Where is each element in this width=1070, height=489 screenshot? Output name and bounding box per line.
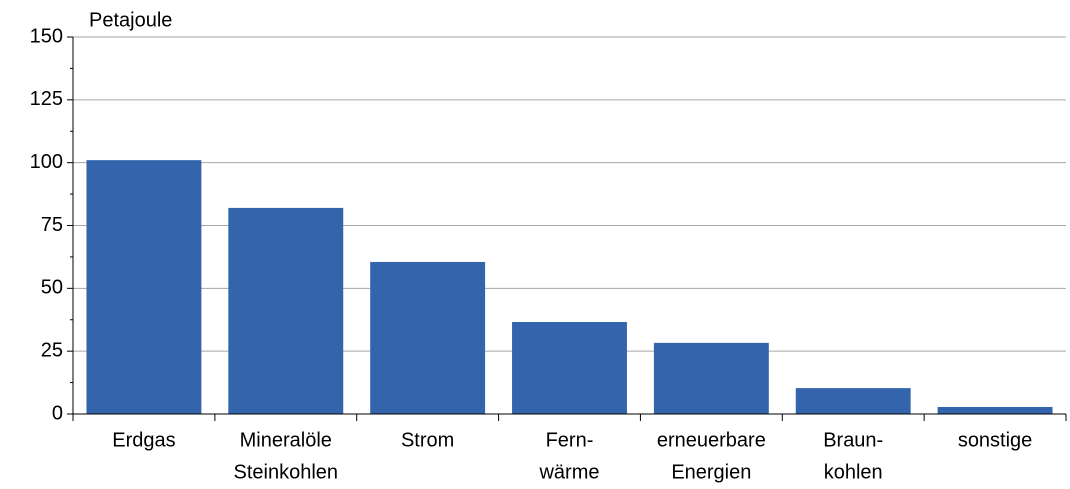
bar <box>228 207 344 414</box>
bar <box>512 322 627 414</box>
y-tick-label: 150 <box>30 25 63 47</box>
bar <box>86 160 202 414</box>
y-tick-label: 100 <box>30 151 63 173</box>
y-tick-label: 0 <box>52 402 63 424</box>
bar <box>653 342 769 414</box>
x-tick-label: Erdgas <box>112 429 175 451</box>
bar <box>370 261 486 414</box>
y-tick-label: 125 <box>30 88 63 110</box>
y-axis-unit: Petajoule <box>89 9 172 31</box>
x-tick-label: Strom <box>401 429 454 451</box>
x-tick-label: Steinkohlen <box>234 461 339 483</box>
x-tick-label: kohlen <box>824 461 883 483</box>
y-tick-label: 75 <box>41 214 63 236</box>
x-tick-label: Energien <box>671 461 751 483</box>
bar <box>937 406 1053 414</box>
x-tick-label: Braun- <box>823 429 883 451</box>
x-tick-label: wärme <box>538 461 599 483</box>
x-tick-label: Fern- <box>546 429 594 451</box>
y-tick-label: 25 <box>41 339 63 361</box>
x-tick-label: sonstige <box>958 429 1033 451</box>
y-tick-label: 50 <box>41 277 63 299</box>
x-tick-label: Mineralöle <box>240 429 332 451</box>
x-tick-label: erneuerbare <box>657 429 766 451</box>
bar <box>795 388 911 414</box>
